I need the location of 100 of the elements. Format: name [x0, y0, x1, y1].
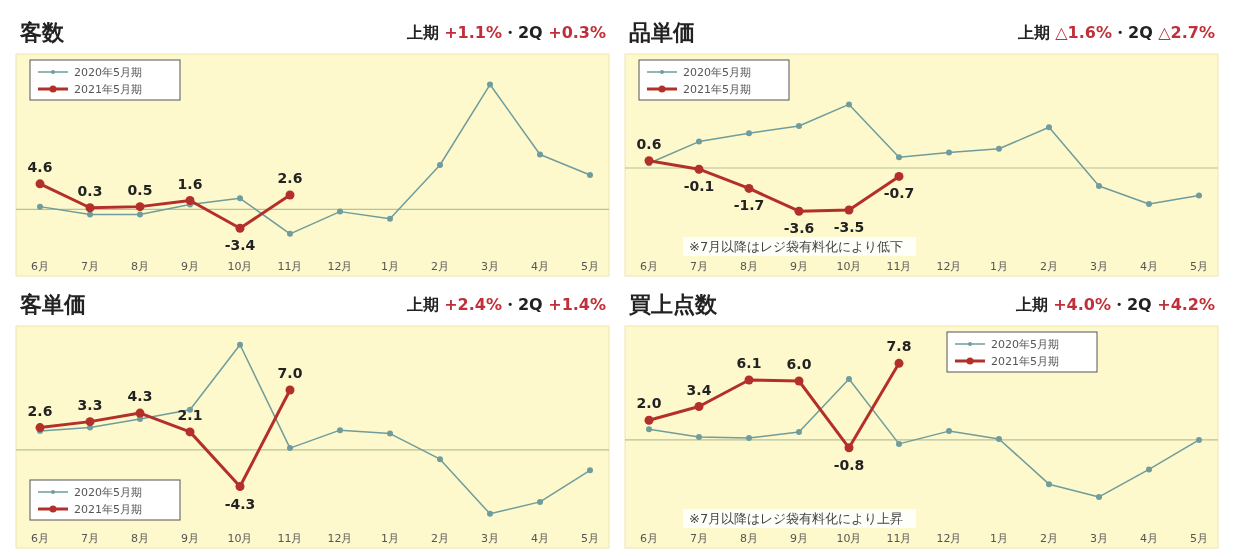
point: [537, 151, 543, 158]
point: [135, 408, 145, 418]
point: [437, 162, 443, 168]
data-label: 4.6: [27, 158, 53, 175]
point: [744, 375, 754, 385]
data-label: -0.7: [883, 185, 915, 202]
x-tick-label: 3月: [1090, 532, 1108, 545]
point: [1096, 493, 1102, 500]
data-label: 2.1: [177, 406, 203, 423]
point: [387, 430, 393, 437]
x-tick-label: 7月: [81, 260, 99, 273]
data-label: 2.6: [27, 402, 53, 419]
point: [696, 434, 702, 440]
x-tick-label: 4月: [531, 532, 549, 545]
legend-label: 2020年5月期: [74, 66, 142, 79]
point: [746, 434, 752, 441]
point: [487, 510, 493, 517]
data-label: -3.4: [224, 237, 256, 254]
point: [85, 417, 95, 427]
x-tick-label: 1月: [381, 260, 399, 273]
data-label: 3.4: [686, 381, 712, 398]
x-tick-label: 1月: [990, 260, 1008, 273]
x-tick-label: 1月: [990, 532, 1008, 545]
point: [694, 402, 704, 412]
x-tick-label: 9月: [181, 532, 199, 545]
chart-subtitle: 上期 △1.6%・2Q △2.7%: [1016, 23, 1215, 42]
data-label: 2.0: [636, 395, 662, 412]
data-label: 0.6: [636, 135, 662, 152]
x-tick-label: 8月: [131, 532, 149, 545]
x-tick-label: 8月: [740, 260, 758, 273]
x-tick-label: 4月: [1140, 532, 1158, 545]
x-tick-label: 10月: [836, 260, 862, 273]
chart-title: 品単価: [629, 20, 695, 45]
x-tick-label: 3月: [481, 260, 499, 273]
x-tick-label: 2月: [431, 260, 449, 273]
x-tick-label: 5月: [1190, 260, 1208, 273]
x-tick-label: 6月: [640, 260, 658, 273]
point: [646, 426, 652, 433]
x-tick-label: 11月: [886, 260, 912, 273]
point: [487, 81, 493, 88]
x-tick-label: 12月: [327, 260, 353, 273]
point: [844, 205, 854, 215]
data-label: 7.0: [277, 365, 303, 382]
data-label: 4.3: [127, 388, 153, 405]
x-tick-label: 2月: [1040, 532, 1058, 545]
x-tick-label: 12月: [327, 532, 353, 545]
data-label: 2.6: [277, 169, 303, 186]
point: [744, 183, 754, 193]
data-label: 1.6: [177, 175, 203, 192]
point: [337, 427, 343, 434]
point: [846, 101, 852, 108]
x-tick-label: 2月: [1040, 260, 1058, 273]
point: [185, 427, 195, 437]
point: [87, 211, 93, 218]
point: [896, 154, 902, 161]
x-tick-label: 10月: [227, 532, 253, 545]
x-tick-label: 10月: [836, 532, 862, 545]
x-tick-label: 9月: [181, 260, 199, 273]
legend-label: 2021年5月期: [74, 503, 142, 516]
data-label: 0.3: [77, 182, 103, 199]
point: [1196, 192, 1202, 199]
data-label: -0.1: [683, 178, 715, 195]
chart-subtitle: 上期 +4.0%・2Q +4.2%: [1014, 295, 1215, 314]
annotation: ※7月以降はレジ袋有料化により上昇: [689, 511, 904, 526]
data-label: 0.5: [127, 181, 153, 198]
point: [644, 415, 654, 425]
point: [1196, 436, 1202, 443]
legend-label: 2021年5月期: [991, 355, 1059, 368]
x-tick-label: 7月: [690, 532, 708, 545]
point: [35, 179, 45, 189]
x-tick-label: 3月: [1090, 260, 1108, 273]
point: [794, 376, 804, 386]
data-label: -0.8: [833, 456, 865, 473]
data-label: -4.3: [224, 495, 256, 512]
point: [1146, 201, 1152, 207]
point: [1046, 124, 1052, 131]
point: [1096, 183, 1102, 189]
point: [285, 385, 295, 395]
x-tick-label: 4月: [1140, 260, 1158, 273]
x-tick-label: 2月: [431, 532, 449, 545]
annotation: ※7月以降はレジ袋有料化により低下: [689, 239, 904, 254]
data-label: -3.6: [783, 220, 815, 237]
x-tick-label: 8月: [131, 260, 149, 273]
x-tick-label: 9月: [790, 532, 808, 545]
point: [587, 171, 593, 178]
x-tick-label: 4月: [531, 260, 549, 273]
x-tick-label: 11月: [277, 532, 303, 545]
point: [1046, 481, 1052, 488]
point: [135, 202, 145, 212]
point: [996, 145, 1002, 152]
point: [694, 164, 704, 174]
x-tick-label: 7月: [81, 532, 99, 545]
data-label: 6.0: [786, 356, 812, 373]
legend-label: 2020年5月期: [991, 338, 1059, 351]
point: [537, 498, 543, 505]
data-label: -3.5: [833, 219, 865, 235]
x-tick-label: 12月: [936, 532, 962, 545]
point: [85, 203, 95, 213]
point: [846, 376, 852, 383]
data-label: 3.3: [77, 396, 103, 413]
